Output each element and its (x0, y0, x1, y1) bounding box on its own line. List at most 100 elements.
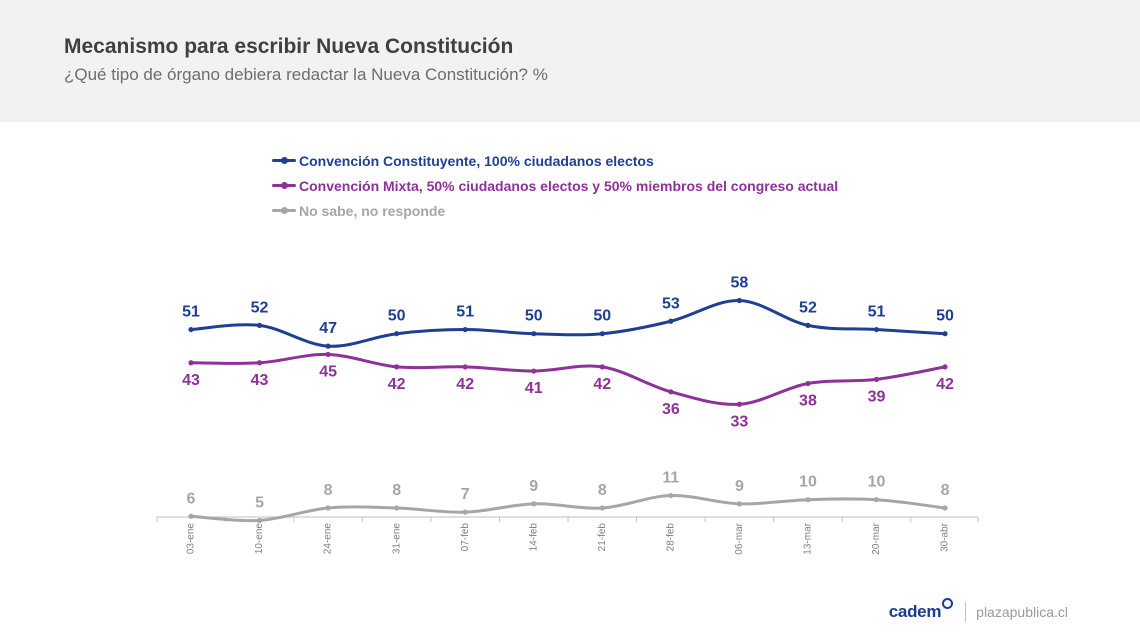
x-tick-label: 06-mar (734, 522, 745, 554)
data-point (462, 364, 468, 370)
data-label: 6 (187, 490, 196, 507)
data-point (256, 517, 263, 524)
data-point (668, 389, 674, 395)
data-label: 41 (525, 380, 543, 397)
data-label: 50 (525, 308, 543, 325)
data-label: 38 (799, 393, 817, 410)
data-point (599, 505, 605, 511)
data-point (188, 513, 194, 519)
data-label: 45 (319, 363, 337, 380)
data-label: 50 (388, 308, 406, 325)
data-point (188, 326, 194, 333)
data-label: 53 (662, 295, 680, 312)
data-label: 43 (251, 372, 269, 389)
data-label: 9 (529, 478, 538, 495)
data-point (873, 497, 880, 503)
data-point (325, 505, 331, 511)
legend-item-no-sabe: No sabe, no responde (272, 198, 838, 223)
data-label: 51 (868, 304, 886, 321)
data-point (942, 364, 948, 370)
data-label: 10 (799, 474, 817, 491)
x-tick-label: 21-feb (597, 523, 608, 552)
data-label: 58 (731, 275, 749, 292)
data-label: 7 (461, 486, 470, 503)
x-tick-label: 20-mar (871, 522, 882, 554)
data-point (668, 318, 674, 324)
data-label: 9 (735, 478, 744, 495)
chart-title: Mecanismo para escribir Nueva Constituci… (64, 35, 514, 58)
data-label: 47 (319, 320, 337, 337)
legend-label-constituyente: Convención Constituyente, 100% ciudadano… (299, 152, 654, 169)
data-point (325, 343, 331, 349)
data-label: 42 (593, 376, 611, 393)
x-tick-label: 30-abr (940, 522, 951, 552)
data-point (394, 364, 400, 370)
legend-label-no-sabe: No sabe, no responde (299, 202, 446, 219)
data-label: 8 (941, 482, 950, 499)
data-label: 42 (388, 376, 406, 393)
legend-swatch-constituyente (272, 157, 296, 164)
x-tick-label: 31-ene (391, 523, 402, 555)
data-point (531, 368, 537, 374)
data-point (805, 380, 811, 387)
data-point (942, 331, 948, 337)
data-point (394, 331, 400, 337)
data-label: 11 (662, 470, 679, 487)
data-label: 51 (182, 304, 200, 321)
data-point (736, 501, 743, 507)
legend-item-mixta: Convención Mixta, 50% ciudadanos electos… (272, 173, 838, 198)
legend-item-constituyente: Convención Constituyente, 100% ciudadano… (272, 148, 838, 173)
data-label: 5 (255, 494, 264, 511)
data-point (668, 492, 674, 499)
x-tick-label: 13-mar (803, 522, 814, 554)
legend: Convención Constituyente, 100% ciudadano… (272, 148, 838, 223)
data-point (736, 297, 743, 304)
data-label: 8 (598, 482, 607, 499)
data-label: 52 (799, 299, 817, 316)
data-point (599, 331, 605, 337)
data-label: 39 (868, 388, 886, 405)
data-point (873, 376, 880, 382)
data-label: 8 (324, 482, 333, 499)
data-label: 50 (593, 308, 611, 325)
data-point (531, 331, 537, 337)
data-label: 10 (868, 474, 886, 491)
data-label: 8 (392, 482, 401, 499)
data-point (325, 351, 331, 358)
data-point (942, 505, 948, 511)
data-label: 36 (662, 401, 680, 418)
data-point (805, 322, 811, 328)
data-point (462, 326, 468, 333)
data-label: 42 (456, 376, 474, 393)
header-band: Mecanismo para escribir Nueva Constituci… (0, 0, 1140, 122)
x-tick-label: 10-ene (254, 523, 265, 555)
data-point (736, 401, 743, 407)
data-point (531, 501, 537, 507)
x-tick-label: 24-ene (323, 523, 334, 555)
data-point (805, 497, 811, 503)
data-point (256, 360, 263, 366)
data-label: 52 (251, 299, 269, 316)
brand-logo: cadem (889, 598, 954, 622)
data-point (256, 322, 263, 328)
data-point (394, 505, 400, 511)
data-label: 51 (456, 304, 474, 321)
x-tick-label: 28-feb (665, 523, 676, 552)
series-line (189, 494, 947, 523)
x-tick-label: 03-ene (186, 523, 197, 555)
brand-mark-icon (942, 598, 954, 609)
footer-divider (965, 602, 967, 622)
footer-site: plazapublica.cl (976, 604, 1068, 620)
x-tick-label: 14-feb (528, 523, 539, 552)
data-point (188, 360, 194, 366)
footer: cadem plazapublica.cl (889, 598, 1068, 622)
data-label: 50 (936, 308, 954, 325)
series-line (189, 298, 947, 348)
chart-subtitle: ¿Qué tipo de órgano debiera redactar la … (64, 65, 548, 84)
data-point (462, 509, 468, 515)
legend-label-mixta: Convención Mixta, 50% ciudadanos electos… (299, 177, 839, 194)
legend-swatch-no-sabe (272, 207, 296, 214)
data-label: 42 (936, 376, 954, 393)
series-line (189, 352, 947, 406)
